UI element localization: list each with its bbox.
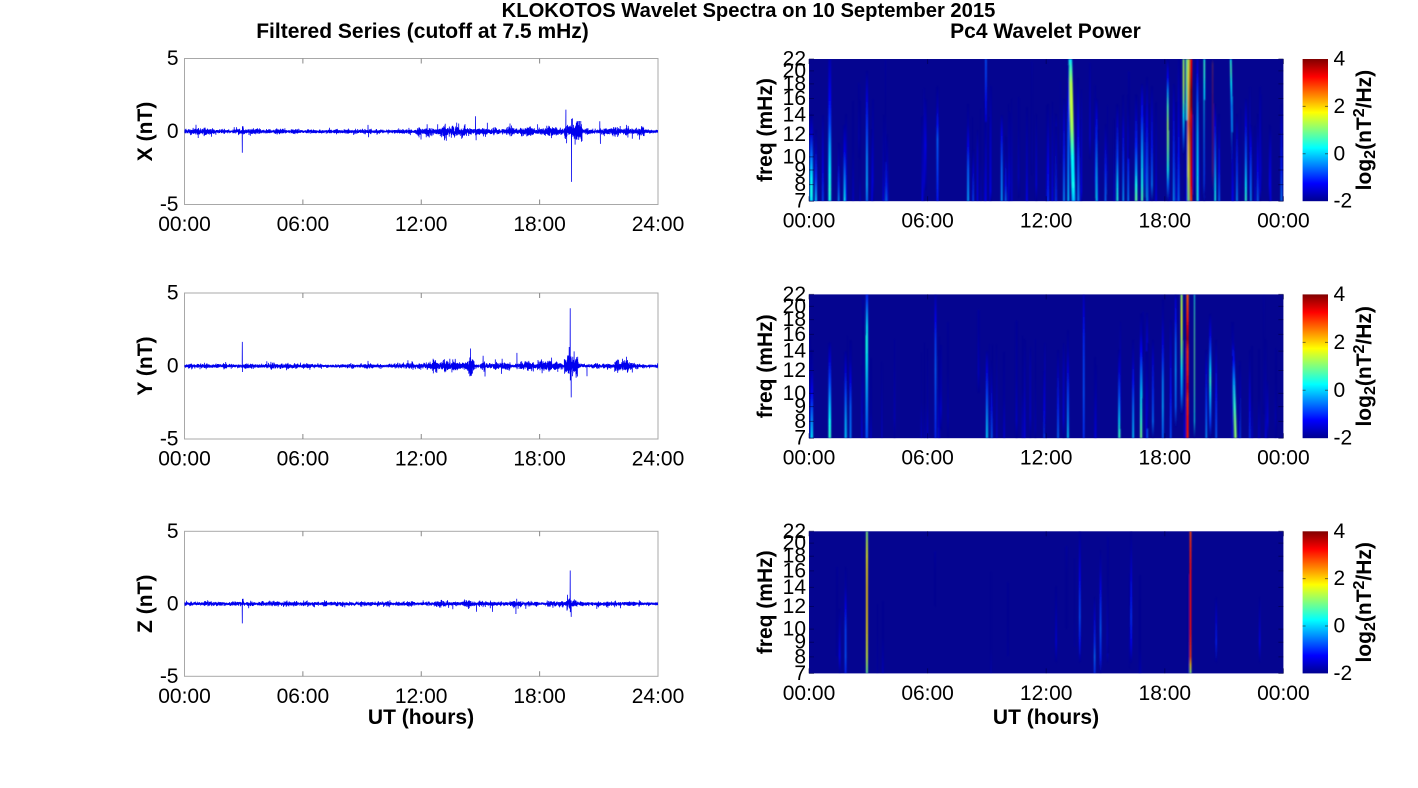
svg-text:7: 7	[794, 427, 806, 450]
svg-text:0: 0	[1334, 615, 1346, 638]
svg-text:4: 4	[1334, 520, 1346, 543]
svg-text:14: 14	[783, 340, 807, 363]
svg-text:0: 0	[1334, 142, 1346, 165]
svg-text:12:00: 12:00	[395, 213, 448, 236]
svg-text:9: 9	[794, 631, 806, 654]
svg-text:9: 9	[794, 395, 806, 418]
svg-text:18:00: 18:00	[513, 213, 566, 236]
svg-text:0: 0	[167, 355, 179, 378]
svg-text:14: 14	[783, 576, 807, 599]
svg-text:freq (mHz): freq (mHz)	[754, 314, 777, 418]
svg-text:06:00: 06:00	[277, 685, 330, 708]
svg-text:18:00: 18:00	[513, 685, 566, 708]
svg-text:12: 12	[783, 359, 806, 382]
svg-text:7: 7	[794, 662, 806, 685]
svg-text:UT (hours): UT (hours)	[368, 706, 474, 729]
svg-text:freq (mHz): freq (mHz)	[754, 78, 777, 182]
svg-text:Z (nT): Z (nT)	[134, 575, 157, 633]
svg-text:-5: -5	[160, 665, 179, 688]
svg-text:KLOKOTOS Wavelet Spectra on 10: KLOKOTOS Wavelet Spectra on 10 September…	[502, 0, 996, 22]
svg-text:18: 18	[783, 545, 806, 568]
svg-text:00:00: 00:00	[1257, 210, 1310, 233]
svg-text:18: 18	[783, 308, 806, 331]
svg-text:24:00: 24:00	[632, 213, 685, 236]
svg-text:5: 5	[167, 520, 179, 543]
svg-text:18:00: 18:00	[513, 448, 566, 471]
svg-text:24:00: 24:00	[632, 448, 685, 471]
svg-text:7: 7	[794, 190, 806, 213]
svg-text:log2(nT2/Hz): log2(nT2/Hz)	[1351, 70, 1379, 190]
svg-text:16: 16	[783, 323, 806, 346]
svg-text:0: 0	[167, 592, 179, 615]
svg-text:16: 16	[783, 559, 806, 582]
svg-text:12:00: 12:00	[395, 448, 448, 471]
svg-text:2: 2	[1334, 331, 1346, 354]
svg-text:log2(nT2/Hz): log2(nT2/Hz)	[1351, 306, 1379, 426]
svg-text:Filtered Series (cutoff at 7.5: Filtered Series (cutoff at 7.5 mHz)	[256, 20, 589, 43]
svg-text:20: 20	[783, 532, 806, 555]
svg-text:16: 16	[783, 87, 806, 110]
svg-text:5: 5	[167, 47, 179, 70]
svg-text:X (nT): X (nT)	[134, 102, 157, 161]
svg-text:8: 8	[794, 173, 806, 196]
svg-text:-5: -5	[160, 428, 179, 451]
svg-text:00:00: 00:00	[783, 447, 836, 470]
svg-text:0: 0	[1334, 379, 1346, 402]
svg-text:18:00: 18:00	[1139, 447, 1192, 470]
svg-text:-2: -2	[1334, 427, 1353, 450]
svg-text:-2: -2	[1334, 662, 1353, 685]
svg-text:10: 10	[783, 382, 806, 405]
svg-text:00:00: 00:00	[158, 448, 211, 471]
svg-text:20: 20	[783, 59, 806, 82]
svg-text:9: 9	[794, 159, 806, 182]
svg-text:UT (hours): UT (hours)	[993, 706, 1099, 729]
svg-text:Y (nT): Y (nT)	[134, 336, 157, 395]
svg-text:2: 2	[1334, 95, 1346, 118]
svg-text:22: 22	[783, 520, 806, 543]
svg-text:06:00: 06:00	[277, 448, 330, 471]
svg-text:24:00: 24:00	[632, 685, 685, 708]
svg-text:06:00: 06:00	[277, 213, 330, 236]
svg-text:4: 4	[1334, 283, 1346, 306]
svg-text:00:00: 00:00	[158, 685, 211, 708]
svg-text:2: 2	[1334, 567, 1346, 590]
svg-text:freq (mHz): freq (mHz)	[754, 550, 777, 654]
svg-text:12:00: 12:00	[1020, 210, 1073, 233]
svg-text:00:00: 00:00	[783, 210, 836, 233]
svg-text:12: 12	[783, 123, 806, 146]
svg-text:18:00: 18:00	[1139, 682, 1192, 705]
svg-text:-5: -5	[160, 193, 179, 216]
svg-text:20: 20	[783, 295, 806, 318]
svg-text:8: 8	[794, 645, 806, 668]
svg-text:00:00: 00:00	[1257, 682, 1310, 705]
svg-text:18: 18	[783, 72, 806, 95]
svg-text:14: 14	[783, 104, 807, 127]
svg-text:12:00: 12:00	[395, 685, 448, 708]
svg-text:0: 0	[167, 120, 179, 143]
svg-text:06:00: 06:00	[901, 682, 954, 705]
svg-text:18:00: 18:00	[1139, 210, 1192, 233]
svg-text:Pc4 Wavelet Power: Pc4 Wavelet Power	[950, 20, 1141, 43]
svg-text:00:00: 00:00	[783, 682, 836, 705]
svg-text:8: 8	[794, 410, 806, 433]
svg-text:12: 12	[783, 595, 806, 618]
svg-text:06:00: 06:00	[901, 447, 954, 470]
svg-text:12:00: 12:00	[1020, 682, 1073, 705]
svg-text:5: 5	[167, 282, 179, 305]
svg-text:00:00: 00:00	[158, 213, 211, 236]
svg-text:10: 10	[783, 618, 806, 641]
svg-text:10: 10	[783, 145, 806, 168]
svg-text:06:00: 06:00	[901, 210, 954, 233]
svg-text:22: 22	[783, 48, 806, 71]
svg-text:00:00: 00:00	[1257, 447, 1310, 470]
svg-text:log2(nT2/Hz): log2(nT2/Hz)	[1351, 542, 1379, 662]
svg-text:22: 22	[783, 283, 806, 306]
svg-text:-2: -2	[1334, 190, 1353, 213]
svg-text:4: 4	[1334, 48, 1346, 71]
svg-text:12:00: 12:00	[1020, 447, 1073, 470]
